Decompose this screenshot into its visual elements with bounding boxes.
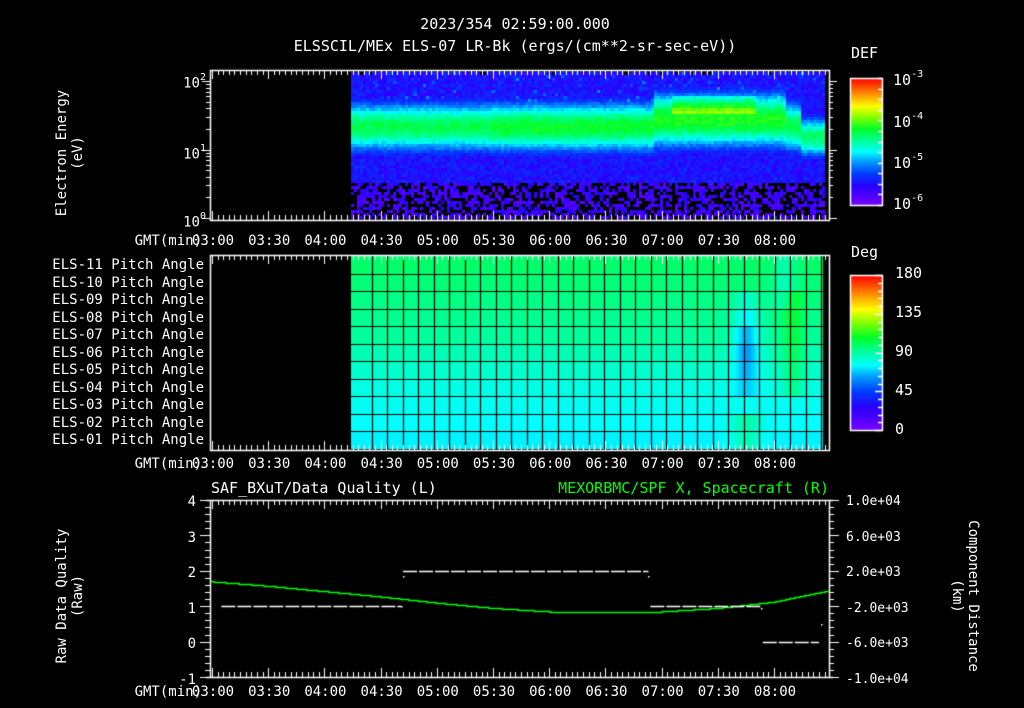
time-axis-label: GMT(min) (134, 233, 202, 249)
colorbar-def-tick: 10-4 (893, 111, 924, 131)
time-tick-label: 05:30 (472, 456, 516, 472)
colorbar-deg-title: Deg (851, 243, 879, 261)
left-ytick: 1 (187, 600, 196, 617)
colorbar-def-tick: 10-3 (893, 69, 924, 89)
time-tick-label: 05:00 (416, 233, 459, 249)
left-ytick: -1 (179, 671, 196, 688)
time-tick-label: 03:00 (191, 456, 235, 472)
time-tick-label: 03:00 (191, 233, 235, 249)
ytick-10: 101 (183, 143, 206, 163)
pitch-angle-row-label: ELS-04 Pitch Angle (52, 379, 204, 396)
timestamp: 2023/354 02:59:00.000 (420, 15, 610, 33)
time-tick-label: 07:00 (641, 684, 684, 700)
time-tick-label: 04:00 (304, 456, 347, 472)
pitch-angle-row-label: ELS-09 Pitch Angle (52, 292, 204, 308)
ytick-100: 102 (183, 72, 206, 92)
time-tick-label: 04:00 (304, 684, 347, 700)
left-ytick: 3 (187, 529, 196, 546)
right-ytick: 2.0e+03 (846, 565, 901, 580)
colorbar-def-title: DEF (851, 44, 879, 62)
time-tick-label: 07:30 (697, 684, 740, 700)
right-ytick: -1.0e+04 (846, 671, 909, 687)
right-ytick: 1.0e+04 (846, 494, 901, 509)
panel3-right-title: MEXORBMC/SPF X, Spacecraft (R) (558, 479, 829, 497)
time-tick-label: 06:00 (529, 456, 572, 472)
time-axis-label: GMT(min) (134, 456, 202, 472)
ylabel-line1: Electron Energy (54, 89, 70, 217)
ylabel-line2: (Raw) (70, 574, 86, 618)
time-tick-label: 04:30 (360, 684, 403, 700)
time-tick-label: 03:30 (248, 233, 291, 249)
ylabel-line1: Raw Data Quality (54, 528, 70, 664)
pitch-angle-row-label: ELS-03 Pitch Angle (52, 397, 204, 413)
panel3-left-ylabel: Raw Data Quality (Raw) (54, 521, 86, 671)
ylabel-line1: Component Distance (965, 520, 981, 672)
time-tick-label: 05:00 (416, 456, 459, 472)
pitch-angle-row-label: ELS-05 Pitch Angle (52, 362, 204, 378)
right-ytick: -2.0e+03 (846, 600, 909, 616)
time-tick-label: 04:30 (360, 233, 403, 249)
panel3-left-title: SAF_BXuT/Data Quality (L) (211, 479, 437, 497)
time-tick-label: 06:00 (529, 684, 572, 700)
time-tick-label: 04:00 (304, 233, 347, 249)
colorbar-deg-tick: 135 (895, 303, 923, 321)
right-ytick: 6.0e+03 (846, 529, 901, 545)
time-tick-label: 06:30 (585, 684, 628, 700)
colorbar-deg-tick: 0 (895, 420, 905, 438)
pitch-angle-row-label: ELS-10 Pitch Angle (52, 274, 204, 291)
left-ytick: 2 (187, 565, 196, 581)
time-tick-label: 06:00 (529, 233, 572, 249)
time-axis-label: GMT(min) (134, 684, 202, 700)
left-ytick: 0 (187, 636, 196, 652)
time-tick-label: 07:00 (641, 456, 684, 472)
time-tick-label: 04:30 (360, 456, 403, 472)
pitch-angle-row-label: ELS-07 Pitch Angle (52, 327, 204, 343)
time-tick-label: 07:30 (697, 456, 740, 472)
time-tick-label: 03:00 (191, 684, 235, 700)
time-tick-label: 06:30 (585, 456, 628, 472)
ylabel-line2: (eV) (70, 136, 86, 170)
ytick-1: 100 (183, 211, 206, 231)
right-ytick: -6.0e+03 (846, 636, 909, 651)
pitch-angle-row-label: ELS-11 Pitch Angle (52, 257, 204, 273)
time-tick-label: 06:30 (585, 233, 628, 249)
left-ytick: 4 (187, 494, 196, 510)
page-title: ELSSCIL/MEx ELS-07 LR-Bk (ergs/(cm**2-sr… (293, 37, 737, 55)
colorbar-def-tick: 10-5 (893, 152, 924, 172)
time-tick-label: 07:00 (641, 233, 684, 249)
time-tick-label: 07:30 (697, 233, 740, 249)
time-tick-label: 03:30 (248, 684, 291, 700)
time-tick-label: 08:00 (753, 233, 797, 249)
pitch-angle-row-label: ELS-02 Pitch Angle (52, 414, 204, 431)
pitch-angle-row-label: ELS-01 Pitch Angle (52, 432, 204, 448)
colorbar-def-tick: 10-6 (893, 193, 924, 213)
pitch-angle-row-label: ELS-06 Pitch Angle (52, 344, 204, 361)
colorbar-deg-tick: 45 (895, 381, 914, 399)
pitch-angle-row-label: ELS-08 Pitch Angle (52, 309, 204, 326)
time-tick-label: 08:00 (753, 684, 797, 700)
colorbar-deg-tick: 180 (895, 264, 923, 282)
time-tick-label: 05:00 (416, 684, 459, 700)
panel1-ylabel: Electron Energy (eV) (54, 88, 86, 218)
time-tick-label: 05:30 (472, 233, 516, 249)
time-tick-label: 05:30 (472, 684, 516, 700)
time-tick-label: 03:30 (248, 456, 291, 472)
time-tick-label: 08:00 (753, 456, 797, 472)
ylabel-line2: (km) (949, 579, 965, 613)
colorbar-deg-tick: 90 (895, 342, 914, 360)
panel3-right-ylabel: Component Distance (km) (949, 511, 981, 681)
